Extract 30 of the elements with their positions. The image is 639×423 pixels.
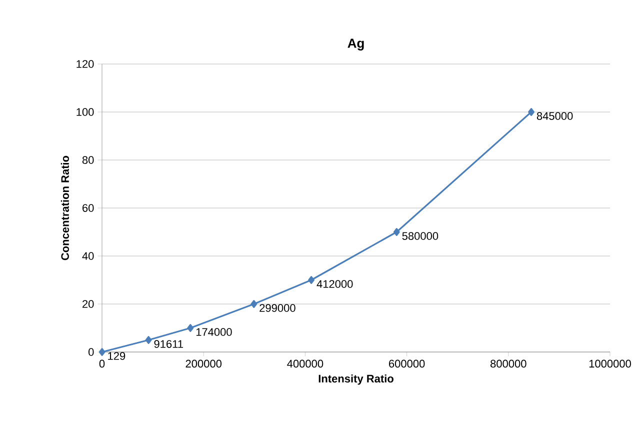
y-axis-title: Concentration Ratio [60, 156, 69, 260]
x-tick-label: 0 [99, 360, 105, 368]
annotation: 91611 [154, 340, 183, 348]
y-tick-label: 60 [82, 204, 94, 212]
annotation: 129 [108, 352, 126, 360]
x-tick-label: 600000 [389, 360, 425, 368]
x-tick-label: 800000 [490, 360, 526, 368]
y-tick-label: 0 [88, 348, 94, 356]
point [250, 300, 258, 308]
y-tick-label: 20 [82, 300, 94, 308]
annotation: 845000 [536, 112, 573, 120]
y-tick-label: 100 [76, 108, 94, 116]
y-tick-label: 120 [76, 60, 94, 68]
chart-title: Ag [348, 38, 364, 50]
annotation: 412000 [316, 280, 353, 288]
annotation: 174000 [196, 328, 232, 336]
point [393, 228, 400, 236]
point [308, 276, 314, 284]
x-tick-label: 200000 [186, 360, 222, 368]
y-tick-label: 40 [82, 252, 94, 260]
x-tick-label: 1000000 [589, 360, 631, 368]
annotation: 299000 [260, 304, 296, 312]
point [98, 348, 106, 356]
point [528, 108, 534, 116]
point [145, 336, 152, 344]
x-tick-label: 400000 [287, 360, 324, 368]
x-axis-title: Intensity Ratio [318, 374, 394, 385]
y-tick-label: 80 [82, 156, 94, 164]
annotation: 580000 [402, 232, 438, 240]
point [187, 324, 194, 332]
